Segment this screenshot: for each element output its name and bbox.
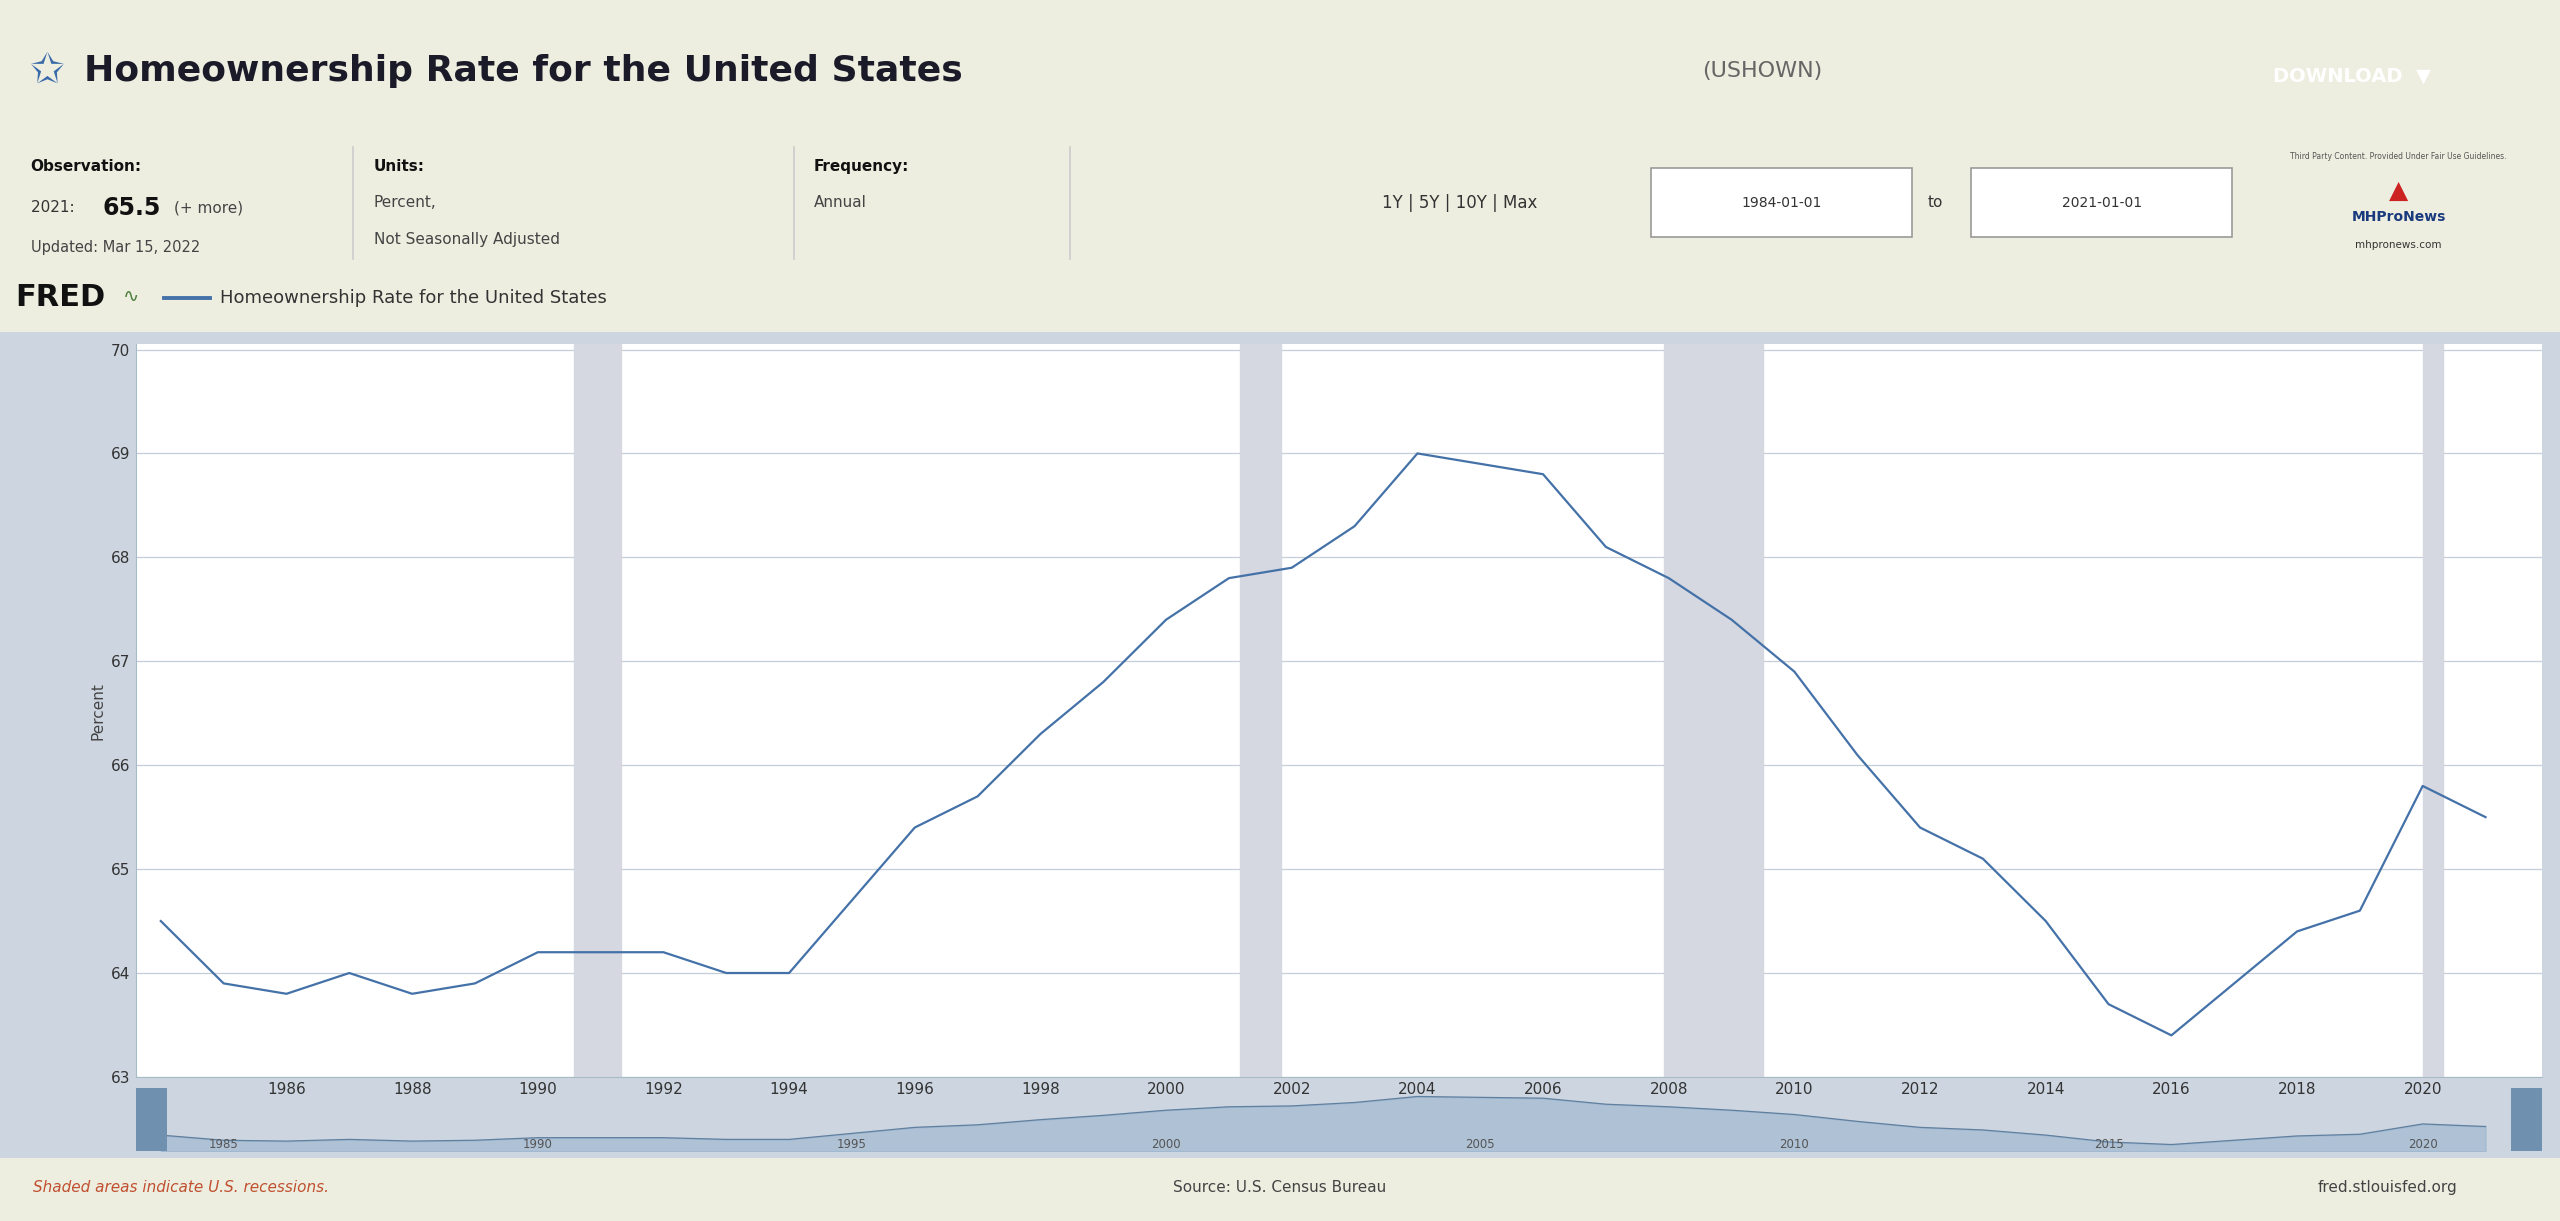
Text: 1990: 1990	[522, 1138, 553, 1150]
Text: 2015: 2015	[2094, 1138, 2122, 1150]
Bar	[1239, 344, 1280, 1077]
Text: mhpronews.com: mhpronews.com	[2355, 241, 2442, 250]
Bar	[573, 344, 622, 1077]
Text: 2021:: 2021:	[31, 200, 79, 215]
Text: fred.stlouisfed.org: fred.stlouisfed.org	[2317, 1181, 2458, 1195]
Text: Annual: Annual	[814, 195, 868, 210]
Text: 2000: 2000	[1152, 1138, 1180, 1150]
Text: 2010: 2010	[1779, 1138, 1810, 1150]
Text: 2005: 2005	[1464, 1138, 1495, 1150]
Text: Shaded areas indicate U.S. recessions.: Shaded areas indicate U.S. recessions.	[33, 1181, 330, 1195]
Bar	[2422, 344, 2442, 1077]
Text: 2021-01-01: 2021-01-01	[2061, 195, 2143, 210]
Text: 1Y | 5Y | 10Y | Max: 1Y | 5Y | 10Y | Max	[1382, 194, 1536, 211]
Text: to: to	[1928, 195, 1943, 210]
Text: ▲: ▲	[2388, 178, 2409, 203]
Text: FRED: FRED	[15, 283, 105, 313]
Text: Units:: Units:	[374, 159, 425, 173]
Text: (USHOWN): (USHOWN)	[1702, 61, 1823, 81]
FancyBboxPatch shape	[1971, 168, 2232, 237]
Text: Observation:: Observation:	[31, 159, 141, 173]
Text: (+ more): (+ more)	[174, 200, 243, 215]
Text: 1995: 1995	[837, 1138, 868, 1150]
Text: 65.5: 65.5	[102, 195, 161, 220]
Text: Not Seasonally Adjusted: Not Seasonally Adjusted	[374, 232, 561, 247]
Text: 1985: 1985	[210, 1138, 238, 1150]
Text: Homeownership Rate for the United States: Homeownership Rate for the United States	[220, 289, 607, 306]
Bar	[136, 1088, 166, 1151]
Y-axis label: Percent: Percent	[90, 681, 105, 740]
Text: Third Party Content. Provided Under Fair Use Guidelines.: Third Party Content. Provided Under Fair…	[2291, 151, 2506, 161]
Text: 1984-01-01: 1984-01-01	[1741, 195, 1823, 210]
Text: Source: U.S. Census Bureau: Source: U.S. Census Bureau	[1172, 1181, 1388, 1195]
Text: Percent,: Percent,	[374, 195, 438, 210]
Text: Homeownership Rate for the United States: Homeownership Rate for the United States	[84, 54, 963, 88]
Bar	[1664, 344, 1764, 1077]
Text: MHProNews: MHProNews	[2353, 210, 2445, 225]
Text: Updated: Mar 15, 2022: Updated: Mar 15, 2022	[31, 241, 200, 255]
Text: DOWNLOAD  ▼: DOWNLOAD ▼	[2273, 66, 2429, 85]
Text: ✩: ✩	[28, 50, 64, 92]
Text: 2020: 2020	[2409, 1138, 2437, 1150]
Text: ∿: ∿	[123, 287, 138, 306]
Bar	[2511, 1088, 2542, 1151]
FancyBboxPatch shape	[1651, 168, 1912, 237]
Text: Frequency:: Frequency:	[814, 159, 909, 173]
